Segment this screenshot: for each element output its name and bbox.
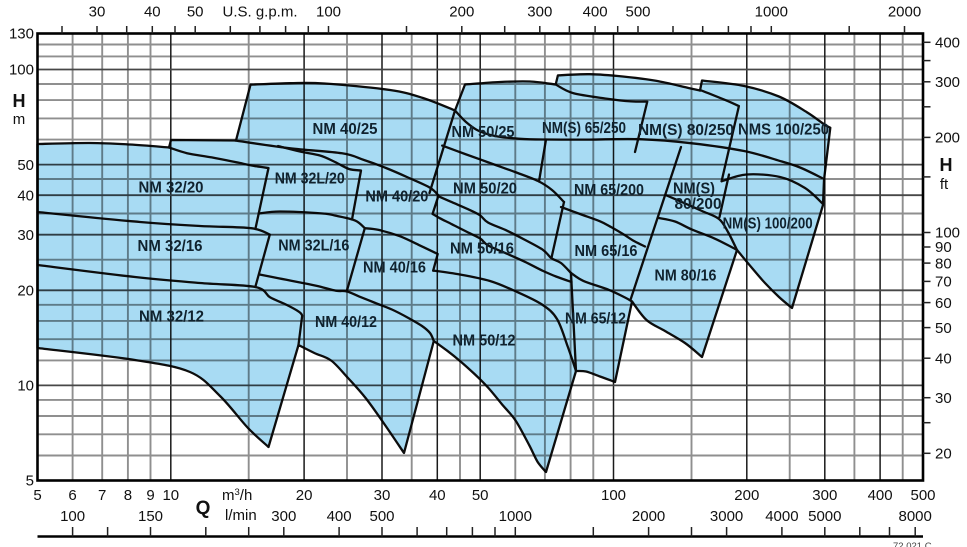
svg-text:100: 100 [60,508,85,525]
svg-text:200: 200 [449,4,474,21]
svg-text:NM 65/16: NM 65/16 [575,243,638,260]
svg-text:NM 40/25: NM 40/25 [313,121,378,138]
svg-text:m: m [13,111,26,128]
svg-text:400: 400 [327,508,352,525]
svg-text:NM 32/20: NM 32/20 [139,179,204,196]
svg-text:2000: 2000 [888,4,921,21]
svg-text:NM 32/16: NM 32/16 [138,238,203,255]
svg-text:NM 65/200: NM 65/200 [574,182,644,199]
svg-text:NM(S) 65/250: NM(S) 65/250 [542,120,626,137]
svg-text:150: 150 [138,508,163,525]
svg-text:8000: 8000 [899,508,932,525]
svg-text:300: 300 [527,4,552,21]
svg-text:80: 80 [935,255,952,272]
svg-text:NM 50/16: NM 50/16 [450,240,514,257]
svg-text:Q: Q [196,498,211,519]
svg-text:NM 50/12: NM 50/12 [453,332,516,349]
svg-text:80/200: 80/200 [675,196,722,213]
svg-text:1000: 1000 [499,508,532,525]
svg-text:H: H [13,91,26,111]
svg-text:ft: ft [940,176,949,193]
svg-text:NM(S) 80/250: NM(S) 80/250 [638,122,734,139]
svg-text:NM 80/16: NM 80/16 [655,267,717,284]
svg-text:200: 200 [935,130,960,147]
svg-text:50: 50 [187,4,204,21]
svg-text:4000: 4000 [765,508,798,525]
svg-text:5: 5 [26,473,34,490]
svg-text:300: 300 [812,487,837,504]
svg-text:30: 30 [935,390,952,407]
svg-text:NM 32L/20: NM 32L/20 [275,170,345,187]
svg-text:30: 30 [17,227,34,244]
svg-text:60: 60 [935,295,952,312]
svg-text:100: 100 [9,62,34,79]
svg-text:30: 30 [374,487,391,504]
svg-text:H: H [940,155,953,175]
svg-text:50: 50 [17,157,34,174]
svg-text:U.S. g.p.m.: U.S. g.p.m. [222,4,297,21]
svg-text:100: 100 [316,4,341,21]
svg-text:2000: 2000 [632,508,665,525]
svg-text:l/min: l/min [225,507,257,524]
svg-text:200: 200 [734,487,759,504]
svg-text:40: 40 [935,350,952,367]
svg-text:72.021 C: 72.021 C [893,541,932,547]
svg-text:50: 50 [472,487,489,504]
svg-text:NM 40/12: NM 40/12 [315,314,377,331]
svg-text:10: 10 [162,487,179,504]
svg-text:8: 8 [124,487,132,504]
svg-text:400: 400 [583,4,608,21]
svg-text:10: 10 [17,378,34,395]
svg-text:5: 5 [33,487,41,504]
svg-text:NM 40/16: NM 40/16 [363,259,426,276]
svg-text:130: 130 [9,26,34,43]
svg-text:6: 6 [68,487,76,504]
svg-text:NM 40/20: NM 40/20 [365,188,428,205]
svg-text:NM(S): NM(S) [673,180,715,197]
svg-text:500: 500 [369,508,394,525]
svg-text:70: 70 [935,274,952,291]
svg-text:1000: 1000 [755,4,788,21]
svg-text:40: 40 [429,487,446,504]
svg-text:9: 9 [146,487,154,504]
svg-text:NM 65/12: NM 65/12 [565,310,626,327]
svg-text:NM 32L/16: NM 32L/16 [278,237,349,254]
svg-text:30: 30 [89,4,106,21]
svg-text:NM 50/20: NM 50/20 [453,180,517,197]
svg-text:500: 500 [910,487,935,504]
svg-text:NM 50/25: NM 50/25 [452,124,515,141]
svg-text:7: 7 [98,487,106,504]
svg-text:20: 20 [935,446,952,463]
svg-text:300: 300 [271,508,296,525]
svg-text:90: 90 [935,239,952,256]
svg-text:5000: 5000 [808,508,841,525]
svg-text:3000: 3000 [710,508,743,525]
svg-text:NM 32/12: NM 32/12 [139,308,204,325]
svg-text:20: 20 [17,283,34,300]
svg-text:m3/h: m3/h [222,487,252,504]
svg-text:300: 300 [935,74,960,91]
svg-text:40: 40 [17,187,34,204]
svg-text:400: 400 [935,35,960,52]
svg-text:400: 400 [868,487,893,504]
svg-text:NM(S) 100/200: NM(S) 100/200 [723,216,813,233]
svg-text:100: 100 [601,487,626,504]
svg-text:20: 20 [296,487,313,504]
svg-text:100: 100 [935,225,960,242]
svg-text:500: 500 [625,4,650,21]
svg-text:50: 50 [935,320,952,337]
svg-text:40: 40 [144,4,161,21]
svg-text:NMS 100/250: NMS 100/250 [738,121,829,138]
